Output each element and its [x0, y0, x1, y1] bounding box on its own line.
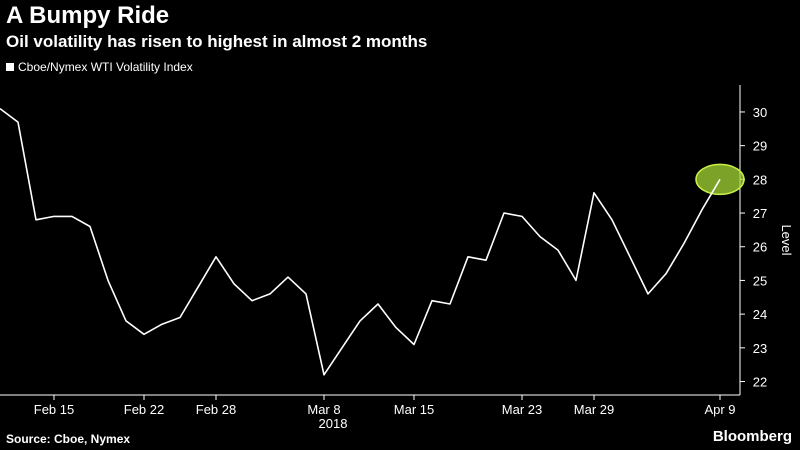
series-line [0, 107, 721, 376]
x-axis-year-label: 2018 [319, 416, 348, 431]
y-tick-label: 30 [753, 105, 767, 120]
y-tick-label: 24 [753, 307, 767, 322]
x-tick-label: Mar 23 [502, 402, 542, 417]
series-group [0, 107, 745, 376]
x-axis-ticks: Feb 15 Feb 22 Feb 28 Mar 8 Mar 15 Mar 23 Mar 2… [34, 395, 736, 417]
chart-subtitle: Oil volatility has risen to highest in a… [6, 32, 428, 51]
y-axis-title: Level [779, 224, 794, 255]
x-tick-label: Feb 28 [196, 402, 236, 417]
x-tick-label: Feb 22 [124, 402, 164, 417]
x-tick-label: Mar 15 [394, 402, 434, 417]
x-tick-label: Feb 15 [34, 402, 74, 417]
x-tick-label: Mar 8 [307, 402, 340, 417]
y-tick-label: 22 [753, 375, 767, 390]
legend-label: Cboe/Nymex WTI Volatility Index [18, 60, 193, 74]
y-tick-label: 23 [753, 341, 767, 356]
x-tick-label: Mar 29 [574, 402, 614, 417]
y-tick-label: 27 [753, 206, 767, 221]
legend-swatch [6, 63, 14, 71]
chart-title: A Bumpy Ride [6, 2, 170, 29]
y-tick-label: 25 [753, 273, 767, 288]
y-tick-label: 28 [753, 172, 767, 187]
y-tick-label: 29 [753, 139, 767, 154]
legend: Cboe/Nymex WTI Volatility Index [6, 60, 193, 74]
y-tick-label: 26 [753, 240, 767, 255]
x-tick-label: Apr 9 [704, 402, 735, 417]
source-note: Source: Cboe, Nymex [6, 432, 131, 446]
y-axis-ticks: 22 23 24 25 26 27 28 29 30 [740, 105, 767, 390]
bloomberg-logo: Bloomberg [712, 428, 792, 445]
